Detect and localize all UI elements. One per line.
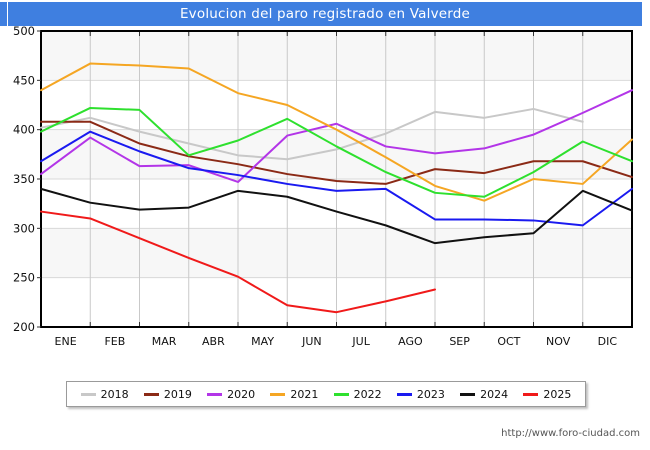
series-line-2024[interactable]	[40, 187, 633, 245]
y-axis-tick-label: 450	[13, 73, 35, 87]
page-title: Evolucion del paro registrado en Valverd…	[179, 6, 471, 22]
y-axis-tick-label: 250	[13, 271, 35, 285]
series-line-2018[interactable]	[40, 107, 584, 161]
x-axis-tick-label: AGO	[398, 335, 423, 348]
legend-item-2025[interactable]: 2025	[523, 388, 571, 401]
y-axis-tick-label: 300	[13, 221, 35, 235]
y-axis-tick-label: 350	[13, 172, 35, 186]
legend-item-2021[interactable]: 2021	[270, 388, 318, 401]
legend-item-2023[interactable]: 2023	[396, 387, 445, 401]
chart-title-bar: Evolucion del paro registrado en Valverd…	[8, 2, 642, 26]
y-axis-tick-label: 200	[13, 320, 35, 334]
legend-swatch-icon	[207, 392, 223, 396]
x-axis-tick-label: JUL	[351, 335, 370, 348]
legend-swatch-icon	[80, 392, 96, 396]
legend-label: 2022	[353, 387, 382, 401]
series-line-2025[interactable]	[40, 210, 436, 314]
chart-legend: 2018 2019 2020 2021 2022 2023 2024 2025	[66, 381, 586, 407]
legend-item-2020[interactable]: 2020	[207, 388, 255, 401]
x-axis-tick-label: OCT	[497, 335, 520, 348]
legend-label: 2024	[480, 387, 509, 401]
legend-label: 2019	[163, 387, 192, 401]
legend-swatch-icon	[460, 392, 476, 396]
series-line-2019[interactable]	[40, 120, 633, 185]
legend-label: 2021	[290, 387, 319, 401]
banner-left-edge	[0, 2, 7, 26]
source-watermark: http://www.foro-ciudad.com	[501, 428, 640, 439]
x-axis-tick-label: SEP	[449, 335, 470, 348]
legend-item-2022[interactable]: 2022	[333, 387, 382, 401]
legend-label: 2025	[543, 387, 572, 401]
legend-swatch-icon	[396, 392, 412, 396]
legend-item-2018[interactable]: 2018	[80, 387, 129, 401]
legend-label: 2018	[100, 387, 129, 401]
series-line-2021[interactable]	[40, 62, 633, 202]
legend-label: 2020	[227, 387, 256, 401]
x-axis-tick-label: JUN	[301, 335, 322, 348]
series-line-2022[interactable]	[40, 106, 633, 198]
series-line-2023[interactable]	[40, 130, 633, 227]
x-axis-tick-label: FEB	[104, 335, 125, 348]
legend-swatch-icon	[270, 392, 286, 396]
x-axis-tick-label: MAR	[152, 335, 177, 348]
legend-swatch-icon	[523, 392, 539, 396]
x-axis-tick-label: MAY	[251, 335, 274, 348]
x-axis-tick-label: NOV	[546, 335, 571, 348]
legend-label: 2023	[416, 387, 445, 401]
legend-item-2019[interactable]: 2019	[143, 387, 192, 401]
x-axis-tick-label: ABR	[202, 335, 225, 348]
y-axis-tick-label: 400	[13, 123, 35, 137]
y-axis-tick-label: 500	[13, 24, 35, 38]
legend-item-2024[interactable]: 2024	[460, 388, 508, 401]
x-axis-tick-label: ENE	[55, 335, 77, 348]
series-line-2020[interactable]	[40, 89, 633, 183]
legend-swatch-icon	[143, 392, 159, 396]
x-axis-tick-label: DIC	[598, 335, 618, 348]
legend-swatch-icon	[333, 392, 349, 396]
